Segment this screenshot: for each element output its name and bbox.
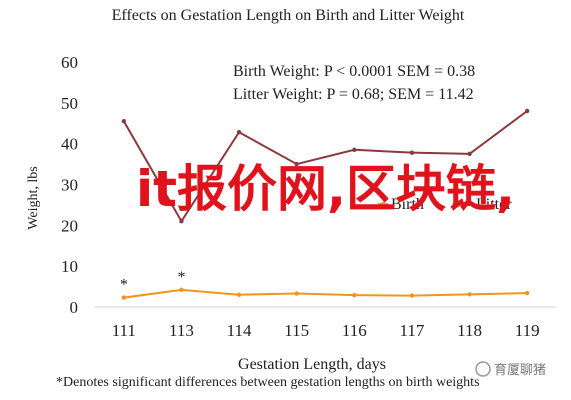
asterisk-annotations: * * <box>120 269 186 294</box>
y-tick-label: 40 <box>61 135 78 154</box>
birth-data-point <box>524 290 530 296</box>
litter-data-point <box>352 147 357 152</box>
series-layer <box>121 108 530 300</box>
stats-birth-weight: Birth Weight: P < 0.0001 SEM = 0.38 <box>233 63 475 80</box>
legend-birth-label: Birth <box>391 196 424 213</box>
litter-data-point <box>121 119 127 124</box>
y-tick-label: 0 <box>70 298 79 317</box>
legend-birth-marker <box>381 202 385 206</box>
wechat-badge: 育厦聊猪 <box>475 361 546 378</box>
y-axis-label: Weight, lbs <box>26 166 41 229</box>
x-tick-label: 118 <box>457 321 482 340</box>
x-axis-ticks: 111 113 114 115 116 117 118 119 <box>112 321 540 340</box>
legend: Birth Litter <box>378 196 512 213</box>
x-axis-label: Gestation Length, days <box>238 356 386 373</box>
litter-data-point <box>294 161 299 167</box>
chart-title: Effects on Gestation Length on Birth and… <box>112 7 465 24</box>
birth-data-point <box>409 293 415 298</box>
litter-data-point <box>179 219 184 224</box>
significance-asterisk: * <box>177 269 185 286</box>
legend-litter-marker <box>467 202 471 206</box>
x-tick-label: 111 <box>112 321 136 340</box>
litter-data-point <box>409 150 415 155</box>
birth-data-point <box>294 291 299 296</box>
x-tick-label: 119 <box>515 321 540 340</box>
litter-data-point <box>467 151 472 157</box>
litter-data-point <box>524 108 530 114</box>
litter-data-point <box>236 130 242 135</box>
birth-data-point <box>179 287 184 293</box>
y-tick-label: 10 <box>61 257 78 276</box>
legend-litter-label: Litter <box>476 196 512 213</box>
stats-litter-weight: Litter Weight: P = 0.68; SEM = 11.42 <box>233 86 474 103</box>
footnote: *Denotes significant differences between… <box>56 375 480 390</box>
x-tick-label: 115 <box>284 321 309 340</box>
birth-data-point <box>236 292 242 297</box>
x-tick-label: 113 <box>169 321 194 340</box>
wechat-icon <box>475 361 491 377</box>
birth-series-line <box>123 288 528 299</box>
litter-series-line <box>122 110 528 224</box>
y-tick-label: 20 <box>61 216 78 235</box>
y-tick-label: 30 <box>61 176 78 195</box>
significance-asterisk: * <box>120 277 128 294</box>
birth-data-point <box>467 292 472 297</box>
watermark-overlay: it报价网,区块链, <box>136 160 515 218</box>
y-tick-label: 50 <box>61 94 78 113</box>
badge-text: 育厦聊猪 <box>494 362 546 378</box>
y-tick-label: 60 <box>61 53 78 72</box>
birth-data-point <box>352 292 357 298</box>
y-axis-ticks: 0 10 20 30 40 50 60 <box>61 53 78 317</box>
x-tick-label: 116 <box>342 321 367 340</box>
x-tick-label: 117 <box>400 321 425 340</box>
x-tick-label: 114 <box>227 321 252 340</box>
birth-data-point <box>121 295 127 300</box>
